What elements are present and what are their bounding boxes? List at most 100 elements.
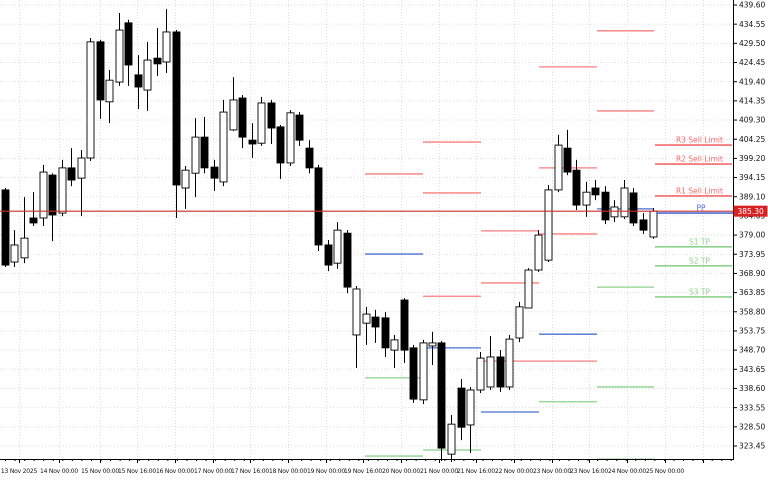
candle-body-bull: [229, 99, 238, 131]
time-axis-label: 18 Nov 00:00: [269, 468, 307, 475]
candle-body-bear: [457, 387, 466, 428]
time-axis-label: 21 Nov 00:00: [420, 468, 458, 475]
candle-body-bear: [200, 136, 209, 169]
candle: [466, 386, 475, 454]
candle: [524, 268, 533, 309]
candle: [409, 344, 418, 403]
candle: [324, 240, 333, 272]
candle: [591, 180, 600, 201]
candle-body-bear: [400, 299, 409, 351]
candle-body-bull: [58, 167, 67, 214]
candle-body-bear: [324, 244, 333, 266]
candle-body-bull: [181, 169, 190, 189]
time-axis-label: 16 Nov 00:00: [156, 468, 194, 475]
candle: [554, 134, 563, 193]
candle-body-bull: [534, 234, 543, 271]
candle: [1, 188, 10, 267]
candle: [86, 38, 95, 162]
candle: [496, 350, 505, 392]
candle: [29, 192, 38, 226]
candle-body-bull: [362, 313, 371, 324]
candle-body-bull: [115, 29, 124, 83]
pivot-line-group[interactable]: R3 Sell Limit: [655, 136, 732, 146]
price-axis-label: 363.85: [739, 288, 765, 297]
candle-body-bear: [96, 41, 105, 101]
price-axis-label: 368.90: [739, 269, 765, 278]
candle: [77, 150, 86, 217]
candle-body-bull: [554, 144, 563, 191]
price-axis-label: 429.50: [739, 39, 765, 48]
candle-body-bull: [20, 237, 29, 259]
candle: [447, 415, 456, 463]
candle-body-bull: [505, 338, 514, 388]
candle: [343, 230, 352, 294]
candle: [115, 12, 124, 86]
price-axis-label: 338.60: [739, 384, 765, 393]
candle: [39, 164, 48, 226]
pivot-line-label: R3 Sell Limit: [676, 136, 723, 145]
pivot-line-label: S1 TP: [689, 237, 710, 246]
candle-body-bull: [191, 136, 200, 174]
candle: [172, 30, 181, 219]
candle: [124, 19, 133, 86]
candle: [352, 285, 361, 368]
candle: [20, 197, 29, 264]
candle: [362, 306, 371, 345]
candle-body-bear: [48, 174, 57, 216]
candle-body-bear: [134, 74, 143, 88]
candle-body-bull: [390, 339, 399, 351]
sr-segments-layer[interactable]: [365, 30, 654, 460]
candle: [200, 117, 209, 174]
candle: [181, 165, 190, 209]
candle: [505, 334, 514, 390]
candle: [381, 312, 390, 357]
time-axis-label: 25 Nov 00:00: [646, 468, 684, 475]
candle-body-bull: [582, 191, 591, 206]
grid-layer: [0, 0, 733, 459]
candle: [219, 99, 228, 187]
candles-layer[interactable]: [1, 9, 658, 463]
candle-body-bull: [257, 102, 266, 144]
candle-body-bear: [496, 356, 505, 388]
price-axis-label: 389.10: [739, 192, 765, 201]
pivot-line-group[interactable]: PP: [657, 204, 733, 214]
candle-body-bear: [343, 232, 352, 288]
candle: [476, 352, 485, 394]
candle-body-bull: [649, 210, 658, 238]
pivot-lines-layer[interactable]: R3 Sell Limit R2 Sell Limit R1 Sell Limit P…: [655, 136, 733, 298]
candle: [544, 184, 553, 263]
candle-body-bull: [39, 171, 48, 219]
pivot-line-group[interactable]: S2 TP: [655, 256, 732, 267]
candle: [257, 96, 266, 146]
price-axis[interactable]: 439.60 434.55 429.50 424.45 419.40 414.35 409.…: [733, 0, 765, 460]
time-axis-label: 19 Nov 16:00: [344, 468, 382, 475]
candle: [96, 39, 105, 119]
candle-body-bear: [1, 189, 10, 266]
candle-body-bull: [162, 31, 171, 63]
candle: [153, 28, 162, 77]
candle-body-bull: [77, 157, 86, 179]
pivot-line-group[interactable]: S3 TP: [655, 287, 732, 298]
candle: [437, 341, 446, 461]
candle-body-bull: [143, 59, 152, 91]
pivot-line-group[interactable]: S1 TP: [655, 237, 732, 248]
candle-body-bull: [105, 79, 114, 103]
candle-body-bull: [524, 269, 533, 309]
pivot-line-group[interactable]: R2 Sell Limit: [655, 155, 732, 165]
price-axis-label: 373.95: [739, 250, 765, 259]
price-axis-label: 424.45: [739, 58, 765, 67]
pivot-line-label: S3 TP: [689, 287, 710, 296]
candle: [276, 124, 285, 179]
candle-body-bull: [486, 356, 495, 388]
time-axis-label: 14 Nov 00:00: [40, 468, 78, 475]
time-axis-label: 23 Nov 16:00: [570, 468, 608, 475]
time-axis-label: 13 Nov 2025: [1, 468, 38, 475]
price-axis-label: 343.65: [739, 365, 765, 374]
candle-body-bear: [305, 147, 314, 169]
candle-body-bull: [10, 244, 19, 263]
candle-body-bear: [267, 102, 276, 129]
pivot-line-group[interactable]: R1 Sell Limit: [655, 186, 732, 197]
